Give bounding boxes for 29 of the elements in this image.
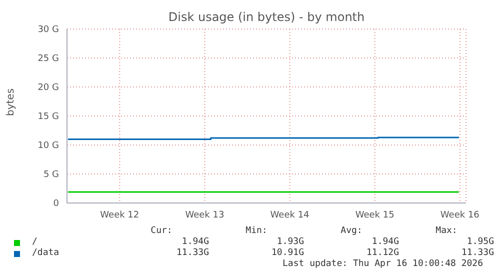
y-tick-label: 0: [53, 199, 60, 210]
legend-label: /data: [32, 248, 60, 259]
text: 10.91G: [270, 248, 304, 259]
text: 1.94G: [370, 237, 399, 248]
y-axis-title: bytes: [6, 88, 17, 116]
legend-label: /: [32, 237, 38, 248]
y-tick-label: 25 G: [38, 54, 60, 64]
x-tick-label: Week 12: [100, 210, 140, 220]
text: Max:: [434, 226, 458, 237]
text: 11.12G: [365, 248, 399, 259]
text: 11.33G: [460, 248, 494, 259]
y-tick-label: 30 G: [38, 25, 60, 36]
text: Cur:: [150, 226, 174, 237]
y-tick-label: 15 G: [38, 112, 60, 122]
x-tick-label: Week 16: [440, 210, 480, 220]
text: 1.95G: [466, 237, 494, 248]
x-tick-label: Week 15: [355, 210, 394, 220]
text: Avg:: [340, 226, 364, 237]
y-tick-label: 10 G: [38, 141, 60, 152]
text: 1.94G: [180, 237, 209, 248]
text: Last update: Thu Apr 16 10:00:48 2026: [282, 259, 484, 270]
chart-title: Disk usage (in bytes) - by month: [167, 10, 366, 24]
x-tick-label: Week 14: [270, 210, 310, 220]
y-tick-label: 20 G: [38, 83, 60, 94]
text: 11.33G: [175, 248, 209, 259]
y-tick-label: 5 G: [43, 170, 60, 180]
text: 1.93G: [276, 237, 304, 248]
x-tick-label: Week 13: [185, 210, 224, 220]
text: Min:: [244, 226, 268, 237]
